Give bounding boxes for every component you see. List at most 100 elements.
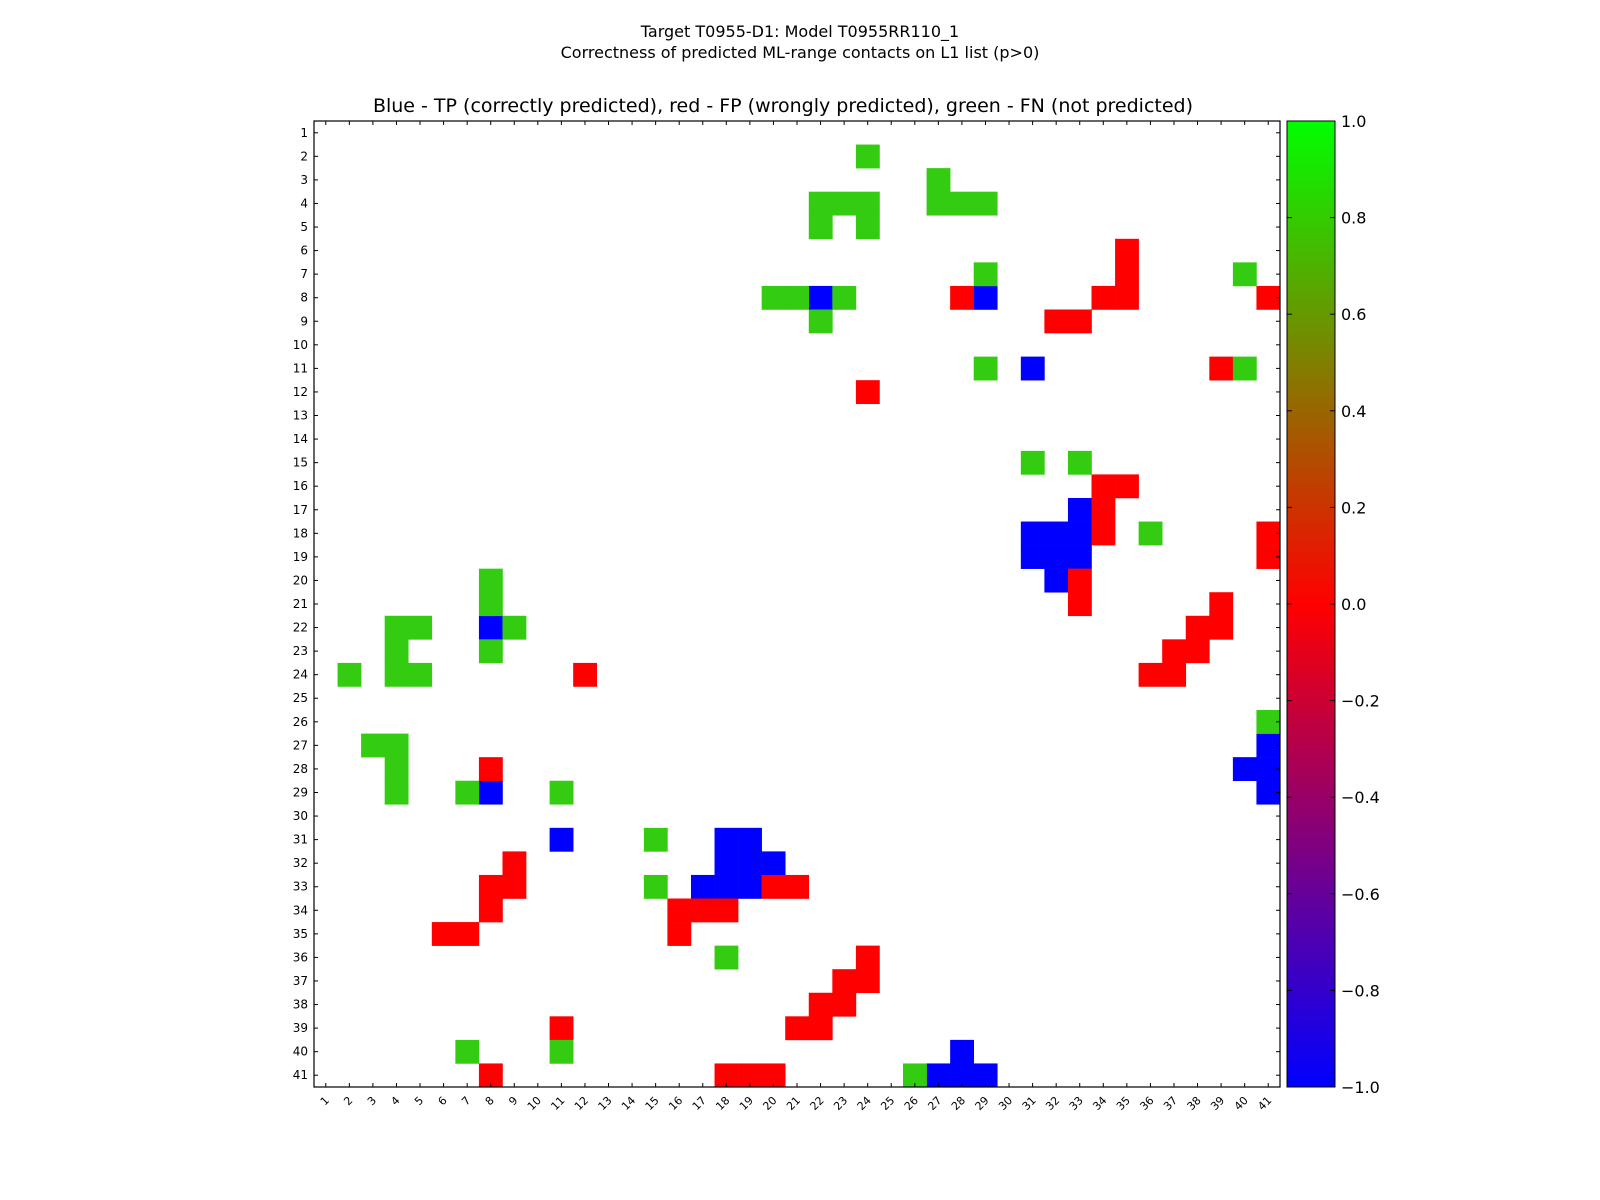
x-tick-label: 39: [1208, 1094, 1227, 1113]
cell-fn-24-2: [337, 662, 362, 687]
y-tick-label: 26: [293, 715, 308, 729]
y-tick-label: 32: [293, 856, 308, 870]
y-axis: 1234567891011121314151617181920212223242…: [293, 126, 1280, 1082]
cell-fp-24-12: [573, 662, 598, 687]
cell-fn-29-11: [549, 780, 574, 805]
cell-tp-11-31: [1020, 356, 1045, 381]
x-tick-label: 9: [506, 1094, 520, 1108]
cell-tp-29-41: [1256, 780, 1281, 805]
cell-tp-28-41: [1256, 757, 1281, 782]
y-tick-label: 3: [300, 173, 308, 187]
cell-fp-8-41: [1256, 285, 1281, 310]
cell-fn-8-21: [785, 285, 810, 310]
cell-fn-3-27: [926, 168, 951, 192]
cell-fp-22-38: [1185, 615, 1210, 640]
cell-fn-4-29: [973, 191, 998, 216]
cell-fp-35-6: [431, 922, 456, 946]
cell-tp-32-18: [714, 851, 739, 876]
cell-fn-29-4: [384, 780, 409, 805]
cell-fp-16-34: [1091, 474, 1116, 499]
cell-fn-11-29: [973, 356, 998, 381]
colorbar-axis: 1.0 0.8 0.6 0.4 0.2 0.0 −0.2 −0.4 −0.6 −0.8 −1.0: [1287, 112, 1380, 1097]
cell-tp-40-28: [950, 1039, 975, 1064]
cell-tp-8-29: [973, 285, 998, 310]
cell-fp-38-22: [808, 992, 833, 1017]
y-tick-label: 40: [293, 1045, 308, 1059]
cell-fn-36-18: [714, 945, 739, 970]
cell-fp-38-23: [832, 992, 857, 1017]
cell-fn-21-8: [478, 592, 503, 617]
cell-fn-33-15: [643, 874, 668, 899]
y-tick-label: 20: [293, 573, 308, 587]
cell-fn-4-28: [950, 191, 975, 216]
y-tick-label: 35: [293, 927, 308, 941]
cell-fp-6-35: [1115, 238, 1139, 263]
cell-fp-41-19: [738, 1063, 762, 1088]
cell-fp-35-7: [455, 922, 480, 946]
cell-fp-34-18: [714, 898, 739, 923]
cell-fn-18-36: [1138, 521, 1163, 546]
cell-tp-32-20: [761, 851, 786, 876]
cell-tp-17-33: [1067, 497, 1092, 522]
cell-fn-20-8: [478, 568, 503, 593]
cell-fp-23-37: [1162, 639, 1187, 664]
y-tick-label: 15: [293, 456, 308, 470]
cell-fp-33-21: [785, 874, 810, 899]
cell-fn-15-33: [1067, 450, 1092, 475]
y-tick-label: 28: [293, 762, 308, 776]
x-tick-label: 40: [1232, 1094, 1251, 1113]
cell-fn-40-11: [549, 1039, 574, 1064]
cell-fp-9-32: [1044, 309, 1069, 334]
cell-fn-24-5: [408, 662, 433, 687]
x-tick-label: 8: [483, 1094, 497, 1108]
cell-fn-23-8: [478, 639, 503, 664]
cell-tp-29-8: [478, 780, 503, 805]
x-tick-label: 3: [365, 1094, 379, 1108]
cell-tp-33-19: [738, 874, 762, 899]
cell-fp-21-33: [1067, 592, 1092, 617]
x-tick-label: 36: [1137, 1094, 1156, 1113]
y-tick-label: 17: [293, 503, 308, 517]
x-tick-label: 33: [1067, 1094, 1086, 1113]
y-tick-label: 7: [300, 267, 308, 281]
cell-tp-41-29: [973, 1063, 998, 1088]
y-tick-label: 38: [293, 998, 308, 1012]
cell-fn-5-22: [808, 215, 833, 240]
cell-fp-33-20: [761, 874, 786, 899]
y-tick-label: 13: [293, 409, 308, 423]
cell-fn-28-4: [384, 757, 409, 782]
cell-fp-11-39: [1209, 356, 1234, 381]
cell-fp-24-37: [1162, 662, 1187, 687]
cell-fp-32-9: [502, 851, 527, 876]
cell-tp-18-32: [1044, 521, 1069, 546]
cell-fn-7-40: [1232, 262, 1257, 287]
heatmap-cells: [337, 144, 1281, 1088]
y-tick-label: 10: [293, 338, 308, 352]
y-tick-label: 33: [293, 880, 308, 894]
y-tick-label: 8: [300, 291, 308, 305]
x-tick-label: 18: [713, 1094, 732, 1113]
cell-tp-19-31: [1020, 545, 1045, 569]
cell-fp-34-8: [478, 898, 503, 923]
cell-fp-18-34: [1091, 521, 1116, 546]
cell-tp-31-11: [549, 827, 574, 852]
y-tick-label: 18: [293, 526, 308, 540]
cell-fp-16-35: [1115, 474, 1139, 499]
cell-tp-31-18: [714, 827, 739, 852]
y-tick-label: 11: [293, 361, 308, 375]
cell-fp-41-20: [761, 1063, 786, 1088]
y-tick-label: 36: [293, 950, 308, 964]
cell-fp-33-8: [478, 874, 503, 899]
cell-fp-28-8: [478, 757, 503, 782]
x-tick-label: 37: [1161, 1094, 1180, 1113]
cell-tp-33-17: [690, 874, 715, 899]
x-tick-label: 15: [643, 1094, 662, 1113]
cell-fn-26-41: [1256, 710, 1281, 734]
cell-fp-34-16: [667, 898, 692, 923]
y-tick-label: 24: [293, 668, 308, 682]
colorbar-tick-label: 0.6: [1341, 305, 1366, 324]
y-tick-label: 4: [300, 196, 308, 210]
cell-fp-8-35: [1115, 285, 1139, 310]
y-tick-label: 41: [293, 1068, 308, 1082]
colorbar-tick-label: 0.8: [1341, 209, 1366, 228]
